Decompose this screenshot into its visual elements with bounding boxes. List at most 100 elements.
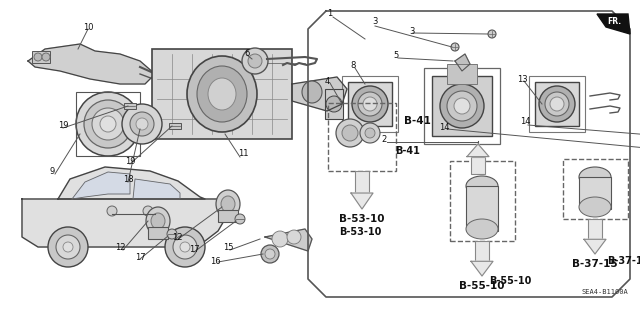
Bar [563,159,628,219]
Text: 8: 8 [350,62,356,70]
Ellipse shape [579,197,611,217]
Circle shape [287,230,301,244]
Text: FR.: FR. [607,18,621,26]
Circle shape [272,231,288,247]
Ellipse shape [326,96,342,112]
Bar [471,157,485,174]
Ellipse shape [545,92,569,116]
Bar [535,82,579,126]
Text: 2: 2 [381,135,387,144]
Bar [124,103,136,109]
Bar [218,210,238,222]
Bar [432,76,492,136]
Polygon shape [22,199,225,247]
Text: 14: 14 [520,117,531,127]
Polygon shape [28,44,155,84]
Text: 11: 11 [237,150,248,159]
Text: B-41: B-41 [404,116,431,126]
Polygon shape [471,261,493,276]
Bar [342,76,398,132]
Bar [32,51,50,63]
Text: 12: 12 [172,233,182,241]
Circle shape [42,53,50,61]
Circle shape [336,119,364,147]
Text: 13: 13 [516,75,527,84]
Ellipse shape [579,167,611,187]
Text: 17: 17 [134,253,145,262]
Ellipse shape [466,176,498,196]
Text: B-55-10: B-55-10 [489,276,531,286]
Ellipse shape [216,190,240,218]
Bar [348,82,392,126]
Bar [475,241,489,261]
Bar [328,103,396,171]
Ellipse shape [363,97,377,111]
Text: 3: 3 [372,18,378,26]
Ellipse shape [261,245,279,263]
Ellipse shape [358,92,382,116]
Text: 14: 14 [439,122,449,131]
Text: 12: 12 [115,242,125,251]
Ellipse shape [151,213,165,229]
Ellipse shape [130,112,154,136]
Bar [76,92,140,156]
Text: 19: 19 [125,157,135,166]
Ellipse shape [136,118,148,130]
Ellipse shape [84,100,132,148]
Ellipse shape [352,86,388,122]
Bar [450,161,515,241]
Text: 3: 3 [410,26,415,35]
Circle shape [48,227,88,267]
Text: B-41: B-41 [396,146,420,156]
Ellipse shape [100,116,116,132]
Ellipse shape [167,229,177,239]
Ellipse shape [248,54,262,68]
Text: 17: 17 [189,244,199,254]
Circle shape [56,235,80,259]
Ellipse shape [242,48,268,74]
Circle shape [63,242,73,252]
Bar [148,227,168,239]
Bar [466,186,498,231]
Ellipse shape [146,207,170,235]
Polygon shape [185,79,262,109]
Polygon shape [58,167,205,199]
Circle shape [451,43,459,51]
Bar [424,68,500,144]
Text: B-37-15: B-37-15 [572,259,618,269]
Text: B-37-15: B-37-15 [607,256,640,266]
Polygon shape [467,144,489,157]
Ellipse shape [122,104,162,144]
Text: 1: 1 [328,10,333,19]
Text: 16: 16 [210,256,220,265]
Circle shape [173,235,197,259]
Ellipse shape [440,84,484,128]
Ellipse shape [302,81,322,103]
Ellipse shape [76,92,140,156]
Ellipse shape [447,91,477,121]
Circle shape [34,53,42,61]
Ellipse shape [550,97,564,111]
Ellipse shape [197,66,247,122]
Circle shape [488,30,496,38]
Text: B-53-10: B-53-10 [339,214,385,224]
Text: 19: 19 [58,121,68,130]
Polygon shape [292,77,347,111]
Bar [152,49,292,139]
Bar [447,64,477,84]
Circle shape [180,242,190,252]
Polygon shape [72,172,130,199]
Circle shape [107,206,117,216]
Polygon shape [584,239,606,254]
Circle shape [342,125,358,141]
Ellipse shape [454,98,470,114]
Polygon shape [597,14,630,34]
Text: 4: 4 [324,77,330,85]
Bar [579,177,611,209]
Text: SEA4-B1100A: SEA4-B1100A [581,289,628,295]
Ellipse shape [208,78,236,110]
Text: 10: 10 [83,23,93,32]
Polygon shape [351,193,373,209]
Text: B-55-10: B-55-10 [460,281,505,291]
Bar [588,219,602,239]
